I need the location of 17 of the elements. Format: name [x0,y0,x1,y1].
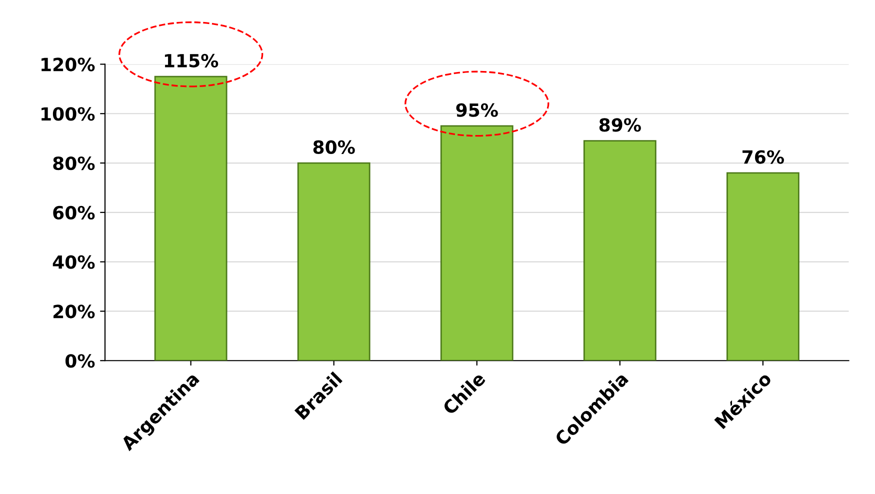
y-tick-label: 100% [42,107,95,121]
y-tick-label: 80% [53,156,95,170]
bar [440,125,514,361]
y-tick-label: 60% [53,206,95,220]
bar [583,140,656,361]
data-label: 80% [313,140,355,154]
data-label: 95% [456,103,498,117]
data-label: 76% [742,150,784,164]
y-tick-label: 0% [65,354,95,368]
y-tick-label: 20% [53,304,95,318]
bar [726,172,800,361]
data-label: 115% [164,54,218,68]
bar [154,76,228,361]
y-tick-label: 120% [42,58,95,72]
bar [297,162,370,361]
y-tick-label: 40% [52,255,95,269]
data-label: 89% [599,118,641,132]
